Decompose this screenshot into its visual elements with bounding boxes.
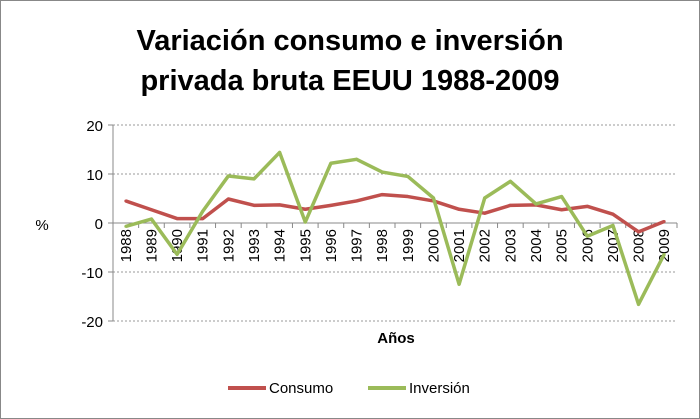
data-point bbox=[611, 223, 615, 227]
y-tick-label: -10 bbox=[81, 265, 103, 282]
data-point bbox=[303, 220, 307, 224]
data-point bbox=[201, 209, 205, 213]
data-point bbox=[226, 197, 230, 201]
x-tick-label: 1997 bbox=[349, 229, 366, 262]
chart-title-line-1: Variación consumo e inversión bbox=[136, 25, 563, 57]
data-point bbox=[508, 203, 512, 207]
x-axis-label: Años bbox=[377, 330, 415, 347]
data-point bbox=[662, 220, 666, 224]
data-point bbox=[355, 157, 359, 161]
data-point bbox=[406, 174, 410, 178]
data-point bbox=[226, 174, 230, 178]
data-point bbox=[483, 196, 487, 200]
data-point bbox=[149, 208, 153, 212]
x-tick-label: 1995 bbox=[297, 229, 314, 262]
x-tick-label: 2005 bbox=[554, 229, 571, 262]
x-tick-label: 2008 bbox=[631, 229, 648, 262]
x-tick-label: 1999 bbox=[400, 229, 417, 262]
data-point bbox=[252, 177, 256, 181]
data-point bbox=[124, 224, 128, 228]
x-tick-label: 2004 bbox=[528, 229, 545, 262]
data-point bbox=[329, 161, 333, 165]
x-tick-label: 2003 bbox=[502, 229, 519, 262]
data-point bbox=[175, 217, 179, 221]
data-point bbox=[252, 203, 256, 207]
x-tick-label: 2009 bbox=[656, 229, 673, 262]
x-tick-label: 2001 bbox=[451, 229, 468, 262]
data-point bbox=[662, 252, 666, 256]
data-point bbox=[457, 207, 461, 211]
x-tick-label: 2002 bbox=[477, 229, 494, 262]
x-tick-label: 2006 bbox=[579, 229, 596, 262]
data-point bbox=[483, 211, 487, 215]
x-tick-label: 1989 bbox=[143, 229, 160, 262]
chart-title-line-2: privada bruta EEUU 1988-2009 bbox=[140, 65, 559, 97]
x-tick-label: 1990 bbox=[169, 229, 186, 262]
data-point bbox=[560, 208, 564, 212]
x-tick-label: 1992 bbox=[220, 229, 237, 262]
series-line-inversión bbox=[125, 150, 666, 307]
y-tick-label: -20 bbox=[81, 314, 103, 331]
data-point bbox=[508, 179, 512, 183]
data-point bbox=[380, 193, 384, 197]
data-point bbox=[201, 217, 205, 221]
series-line-consumo bbox=[125, 192, 665, 234]
data-point bbox=[534, 202, 538, 206]
data-point bbox=[585, 234, 589, 238]
data-point bbox=[149, 217, 153, 221]
x-tick-label: 1994 bbox=[272, 229, 289, 262]
data-point bbox=[431, 196, 435, 200]
data-point bbox=[175, 252, 179, 256]
data-point bbox=[380, 170, 384, 174]
data-point bbox=[355, 199, 359, 203]
data-point bbox=[278, 203, 282, 207]
data-point bbox=[406, 195, 410, 199]
data-point bbox=[585, 204, 589, 208]
y-tick-label: 10 bbox=[86, 167, 103, 184]
data-point bbox=[560, 195, 564, 199]
legend-label: Inversión bbox=[409, 380, 470, 397]
data-point bbox=[124, 199, 128, 203]
y-tick-label: 0 bbox=[95, 216, 103, 233]
x-tick-label: 1998 bbox=[374, 229, 391, 262]
y-tick-label: 20 bbox=[86, 118, 103, 135]
data-point bbox=[303, 207, 307, 211]
legend-label: Consumo bbox=[269, 380, 333, 397]
data-point bbox=[457, 282, 461, 286]
x-tick-label: 1991 bbox=[195, 229, 212, 262]
x-tick-label: 1996 bbox=[323, 229, 340, 262]
x-tick-label: 1988 bbox=[118, 229, 135, 262]
data-point bbox=[611, 212, 615, 216]
data-point bbox=[637, 230, 641, 234]
y-axis-label: % bbox=[35, 217, 48, 234]
x-tick-label: 2000 bbox=[425, 229, 442, 262]
data-point bbox=[278, 150, 282, 154]
x-tick-label: 1993 bbox=[246, 229, 263, 262]
data-point bbox=[329, 203, 333, 207]
data-point bbox=[637, 302, 641, 306]
